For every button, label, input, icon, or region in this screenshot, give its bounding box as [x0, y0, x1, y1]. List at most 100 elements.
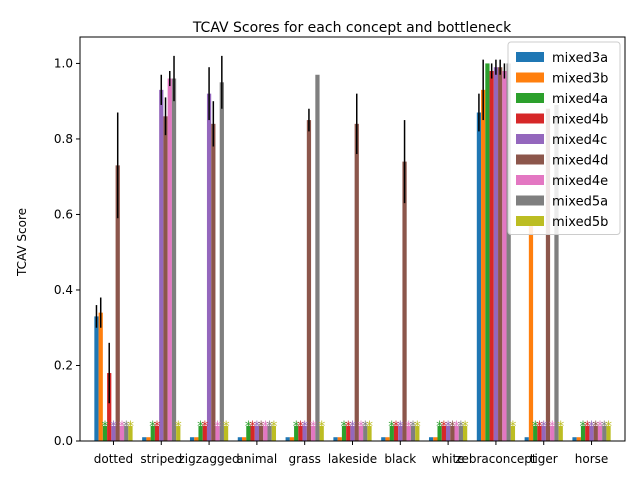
bar-mixed4e-horse [597, 425, 603, 441]
y-axis-ticks: 0.0 0.2 0.4 0.6 0.8 1.0 [54, 56, 80, 448]
bar-mixed3b-grass [289, 437, 295, 441]
bar-mixed4c-animal [254, 425, 260, 441]
bar-mixed4e-animal [263, 425, 268, 441]
bar-mixed4a-horse [580, 425, 586, 441]
bar-mixed3a-black [381, 437, 386, 441]
chart-title: TCAV Scores for each concept and bottlen… [192, 20, 512, 36]
marker-mixed5a-black: * [410, 419, 417, 435]
bar-mixed4e-white [454, 425, 459, 441]
marker-mixed4a-animal: * [245, 419, 252, 435]
marker-mixed4a-lakeside: * [341, 419, 348, 435]
bar-mixed5a-animal [267, 425, 272, 441]
legend-label-mixed5b: mixed5b [552, 215, 608, 230]
legend-swatch-mixed4e [516, 175, 544, 185]
bar-mixed3a-animal [237, 437, 243, 441]
bar-mixed4b-white [441, 425, 446, 441]
legend-frame [507, 41, 621, 235]
legend-label-mixed5a: mixed5a [552, 195, 608, 210]
bar-mixed4a-black [389, 425, 394, 441]
marker-mixed4c-grass: * [301, 419, 308, 435]
marker-mixed5b-tiger: * [557, 419, 564, 435]
legend-label-mixed4e: mixed4e [552, 174, 608, 189]
bar-mixed4d-lakeside [354, 123, 359, 441]
marker-mixed4d-horse: * [592, 419, 599, 435]
bar-mixed4b-lakeside [346, 425, 351, 441]
marker-mixed4e-grass: * [310, 419, 317, 435]
bar-mixed4c-black [398, 425, 403, 441]
legend-swatch-mixed5b [516, 216, 544, 226]
marker-mixed5b-striped: * [175, 419, 182, 435]
y-tick-label: 0.6 [54, 207, 73, 221]
bar-mixed5b-lakeside [367, 425, 372, 441]
bar-mixed3b-horse [576, 437, 581, 441]
marker-mixed5b-white: * [462, 419, 469, 435]
bar-mixed3b-white [433, 437, 438, 441]
bar-mixed5a-white [458, 425, 463, 441]
marker-mixed4e-dotted: * [118, 419, 125, 435]
marker-mixed4b-black: * [393, 419, 400, 435]
x-tick-label: animal [237, 452, 278, 466]
x-tick-label: zebraconcept [455, 452, 537, 466]
bar-mixed4e-dotted [119, 425, 125, 441]
marker-mixed4b-white: * [440, 419, 447, 435]
bar-mixed4d-black [402, 161, 407, 441]
bars-group [94, 55, 611, 442]
bar-mixed4c-horse [589, 425, 594, 441]
marker-mixed4e-horse: * [597, 419, 604, 435]
marker-mixed5b-lakeside: * [366, 419, 373, 435]
marker-mixed4b-animal: * [249, 419, 256, 435]
bar-mixed5a-zebraconcept [506, 63, 511, 442]
x-tick-label: lakeside [328, 452, 377, 466]
y-tick-label: 1.0 [54, 56, 73, 70]
bar-mixed4c-white [445, 425, 451, 441]
bar-mixed3a-horse [572, 437, 577, 441]
marker-mixed4c-horse: * [588, 419, 595, 435]
bar-mixed4b-horse [585, 425, 590, 441]
marker-mixed4a-black: * [388, 419, 395, 435]
bar-mixed4a-dotted [102, 425, 108, 441]
marker-mixed5b-dotted: * [127, 419, 134, 435]
legend-swatch-mixed3a [516, 52, 544, 62]
legend-swatch-mixed3b [516, 72, 544, 83]
marker-mixed4a-dotted: * [101, 419, 108, 435]
bar-mixed3a-white [428, 437, 434, 441]
bar-mixed4b-black [393, 425, 399, 441]
marker-mixed5b-black: * [414, 419, 421, 435]
y-tick-label: 0.4 [54, 283, 73, 297]
bar-mixed4b-zigzagged [202, 425, 207, 441]
bar-mixed5b-zigzagged [223, 425, 229, 441]
marker-mixed4a-zigzagged: * [197, 419, 204, 435]
bar-mixed5b-striped [176, 425, 181, 441]
marker-mixed4a-striped: * [149, 419, 156, 435]
bar-mixed5a-black [410, 425, 416, 441]
marker-mixed4e-tiger: * [549, 419, 556, 435]
bar-mixed5a-lakeside [363, 425, 368, 441]
marker-mixed5a-dotted: * [123, 419, 130, 435]
marker-mixed4b-striped: * [154, 419, 161, 435]
legend-label-mixed4a: mixed4a [552, 92, 608, 107]
bar-mixed5b-horse [606, 425, 611, 441]
x-tick-label: zigzagged [179, 452, 240, 466]
bar-mixed4b-striped [154, 425, 160, 441]
marker-mixed4c-black: * [397, 419, 404, 435]
bar-mixed4d-tiger [545, 108, 551, 442]
marker-mixed5b-zigzagged: * [223, 419, 230, 435]
bar-mixed5a-dotted [124, 425, 129, 441]
marker-mixed4b-zigzagged: * [201, 419, 208, 435]
y-tick-label: 0.0 [54, 434, 73, 448]
bar-mixed4a-zigzagged [198, 425, 203, 441]
bar-mixed4d-dotted [115, 165, 120, 441]
marker-mixed4e-zigzagged: * [214, 419, 221, 435]
bar-mixed4c-lakeside [350, 425, 355, 441]
bar-mixed5a-tiger [554, 104, 559, 442]
legend-label-mixed4b: mixed4b [552, 113, 608, 128]
marker-mixed4e-white: * [453, 419, 460, 435]
bar-mixed5a-grass [315, 74, 320, 441]
marker-mixed4b-horse: * [584, 419, 591, 435]
bar-mixed4c-zebraconcept [493, 67, 499, 442]
bar-mixed4d-animal [259, 425, 264, 441]
bar-mixed3a-striped [142, 437, 147, 441]
marker-mixed4b-grass: * [297, 419, 304, 435]
x-tick-label: dotted [94, 452, 133, 466]
